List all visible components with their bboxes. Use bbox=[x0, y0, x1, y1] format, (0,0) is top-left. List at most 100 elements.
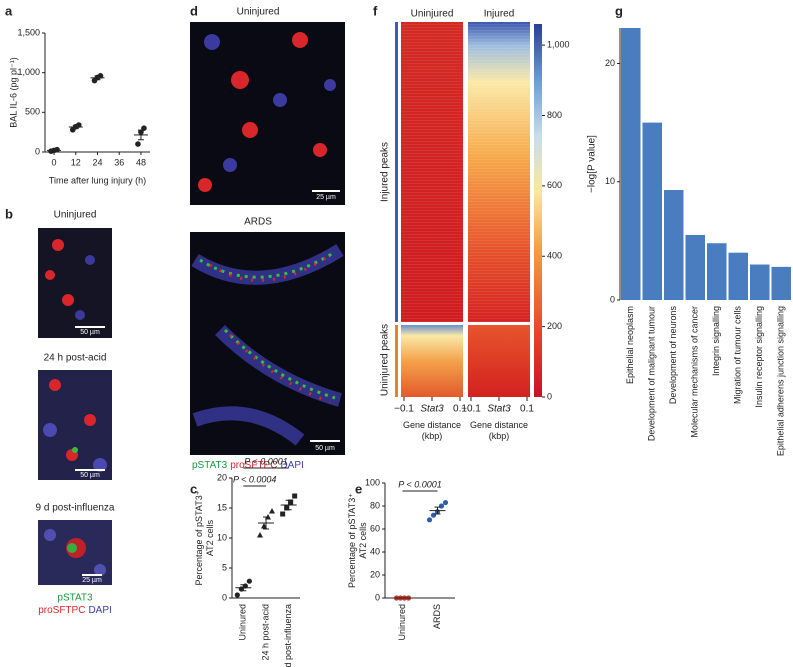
x-tick-label: 36 bbox=[114, 157, 124, 167]
y-tick-label: 1,500 bbox=[17, 27, 40, 37]
scale-bar-label: 25 µm bbox=[82, 577, 102, 584]
panel-label: f bbox=[373, 3, 378, 18]
image-title: Uninjured bbox=[237, 7, 280, 18]
scale-bar-label: 50 µm bbox=[80, 329, 100, 336]
image-title: 9 d post-influenza bbox=[36, 503, 115, 514]
y-axis-label: Percentage of pSTAT3⁺ AT2 cells bbox=[347, 493, 368, 588]
x-tick-label: Epithelial adherens junction signalling bbox=[776, 306, 786, 456]
error-bar bbox=[94, 75, 101, 81]
point bbox=[269, 508, 275, 514]
image-title: ARDS bbox=[244, 217, 272, 228]
point bbox=[246, 578, 252, 584]
y-tick-label: 0 bbox=[610, 294, 615, 304]
bar bbox=[750, 264, 770, 300]
point bbox=[288, 499, 294, 505]
micrographs bbox=[38, 22, 345, 585]
error-bar bbox=[285, 499, 292, 511]
x-tick-label: 48 bbox=[136, 157, 146, 167]
x-tick-label: 9 d post-influenza bbox=[283, 604, 293, 667]
y-axis-label: Percentage of pSTAT3⁺ AT2 cells bbox=[194, 490, 215, 586]
x-tick-label: −0.1 bbox=[394, 404, 414, 415]
point bbox=[292, 493, 298, 499]
point bbox=[234, 592, 240, 598]
significance-label: P < 0.0004 bbox=[233, 474, 276, 484]
group-bar bbox=[395, 22, 398, 322]
point bbox=[442, 499, 449, 506]
error-bar bbox=[137, 129, 144, 141]
x-tick-label: Uninured bbox=[397, 604, 407, 641]
x-tick-label: ARDS bbox=[432, 604, 442, 629]
legend-label: proSFTPC DAPI bbox=[38, 605, 112, 616]
x-axis-label: Gene distance (kbp) bbox=[469, 420, 529, 441]
colorbar-label: 200 bbox=[547, 321, 562, 331]
point bbox=[141, 125, 147, 131]
panel-label: d bbox=[190, 3, 198, 18]
panel-label: c bbox=[190, 481, 197, 496]
y-tick-label: 40 bbox=[370, 546, 380, 556]
y-tick-label: 60 bbox=[370, 523, 380, 533]
x-tick-label: 12 bbox=[71, 157, 81, 167]
scale-bar-label: 50 µm bbox=[80, 472, 100, 479]
group-label: Uninjured peaks bbox=[380, 324, 391, 396]
bar bbox=[621, 28, 641, 300]
significance-label: P < 0.0001 bbox=[398, 479, 441, 489]
x-tick-label: Insulin receptor signalling bbox=[754, 306, 764, 408]
y-tick-label: 20 bbox=[370, 569, 380, 579]
point bbox=[426, 517, 433, 523]
y-tick-label: 0 bbox=[35, 146, 40, 156]
x-tick-label: 0.1 bbox=[453, 404, 467, 415]
y-tick-label: 20 bbox=[217, 472, 227, 482]
panel-label: b bbox=[5, 206, 13, 221]
bar bbox=[707, 243, 727, 300]
x-tick-label: Development of malignant tumour bbox=[647, 306, 657, 441]
y-tick-label: 500 bbox=[25, 107, 40, 117]
y-tick-label: 0 bbox=[222, 592, 227, 602]
colorbar-label: 0 bbox=[547, 391, 552, 401]
x-tick-label: Epithelial neoplasm bbox=[625, 306, 635, 384]
legend-label: pSTAT3 bbox=[192, 460, 228, 471]
bar bbox=[728, 252, 748, 300]
x-tick-label: Stat3 bbox=[487, 404, 511, 415]
legend-label: proSFTPC bbox=[38, 605, 85, 616]
colorbar-label: 1,000 bbox=[547, 39, 570, 49]
x-tick-label: Migration of tumour cells bbox=[733, 306, 743, 405]
x-tick-label: Uninured bbox=[238, 604, 248, 641]
legend-label: DAPI bbox=[88, 605, 111, 616]
legend-label: proSFTPC bbox=[230, 460, 277, 471]
panel-label: g bbox=[615, 3, 623, 18]
y-axis-label: BAL IL-6 (pg pl⁻¹) bbox=[8, 57, 18, 127]
x-tick-label: 24 bbox=[92, 157, 102, 167]
y-axis-label: Percentage of pSTAT3⁺ AT2 cells bbox=[194, 490, 215, 586]
y-tick-label: 10 bbox=[217, 532, 227, 542]
x-tick-label: Integrin signalling bbox=[711, 306, 721, 376]
error-bar bbox=[240, 584, 247, 592]
x-tick-label: 0 bbox=[52, 157, 57, 167]
y-axis-label: −log[P value] bbox=[587, 135, 598, 193]
group-bar bbox=[395, 325, 398, 397]
point bbox=[135, 141, 141, 147]
legend-label: pSTAT3 bbox=[57, 593, 93, 604]
point bbox=[257, 532, 263, 538]
panel-label: a bbox=[5, 3, 13, 18]
point bbox=[284, 505, 290, 511]
x-tick-label: Molecular mechanisms of cancer bbox=[690, 306, 700, 438]
y-tick-label: 10 bbox=[605, 176, 615, 186]
y-tick-label: 0 bbox=[375, 592, 380, 602]
y-tick-label: 100 bbox=[365, 477, 380, 487]
x-tick-label: Stat3 bbox=[420, 404, 444, 415]
image-title: 24 h post-acid bbox=[44, 353, 107, 364]
y-axis-label: Percentage of pSTAT3⁺ AT2 cells bbox=[347, 493, 368, 588]
x-tick-label: Development of neurons bbox=[668, 306, 678, 405]
x-axis-label: Gene distance (kbp) bbox=[403, 420, 461, 441]
heatmaps bbox=[401, 22, 542, 397]
y-tick-label: 1,000 bbox=[17, 67, 40, 77]
colorbar-label: 600 bbox=[547, 180, 562, 190]
image-title: Uninjured bbox=[54, 210, 97, 221]
x-axis-label: Time after lung injury (h) bbox=[49, 175, 146, 185]
scale-bar-label: 50 µm bbox=[315, 445, 335, 452]
error-bar bbox=[51, 149, 58, 152]
point bbox=[430, 512, 437, 518]
scale-bar-label: 25 µm bbox=[316, 194, 336, 201]
point bbox=[280, 511, 286, 517]
